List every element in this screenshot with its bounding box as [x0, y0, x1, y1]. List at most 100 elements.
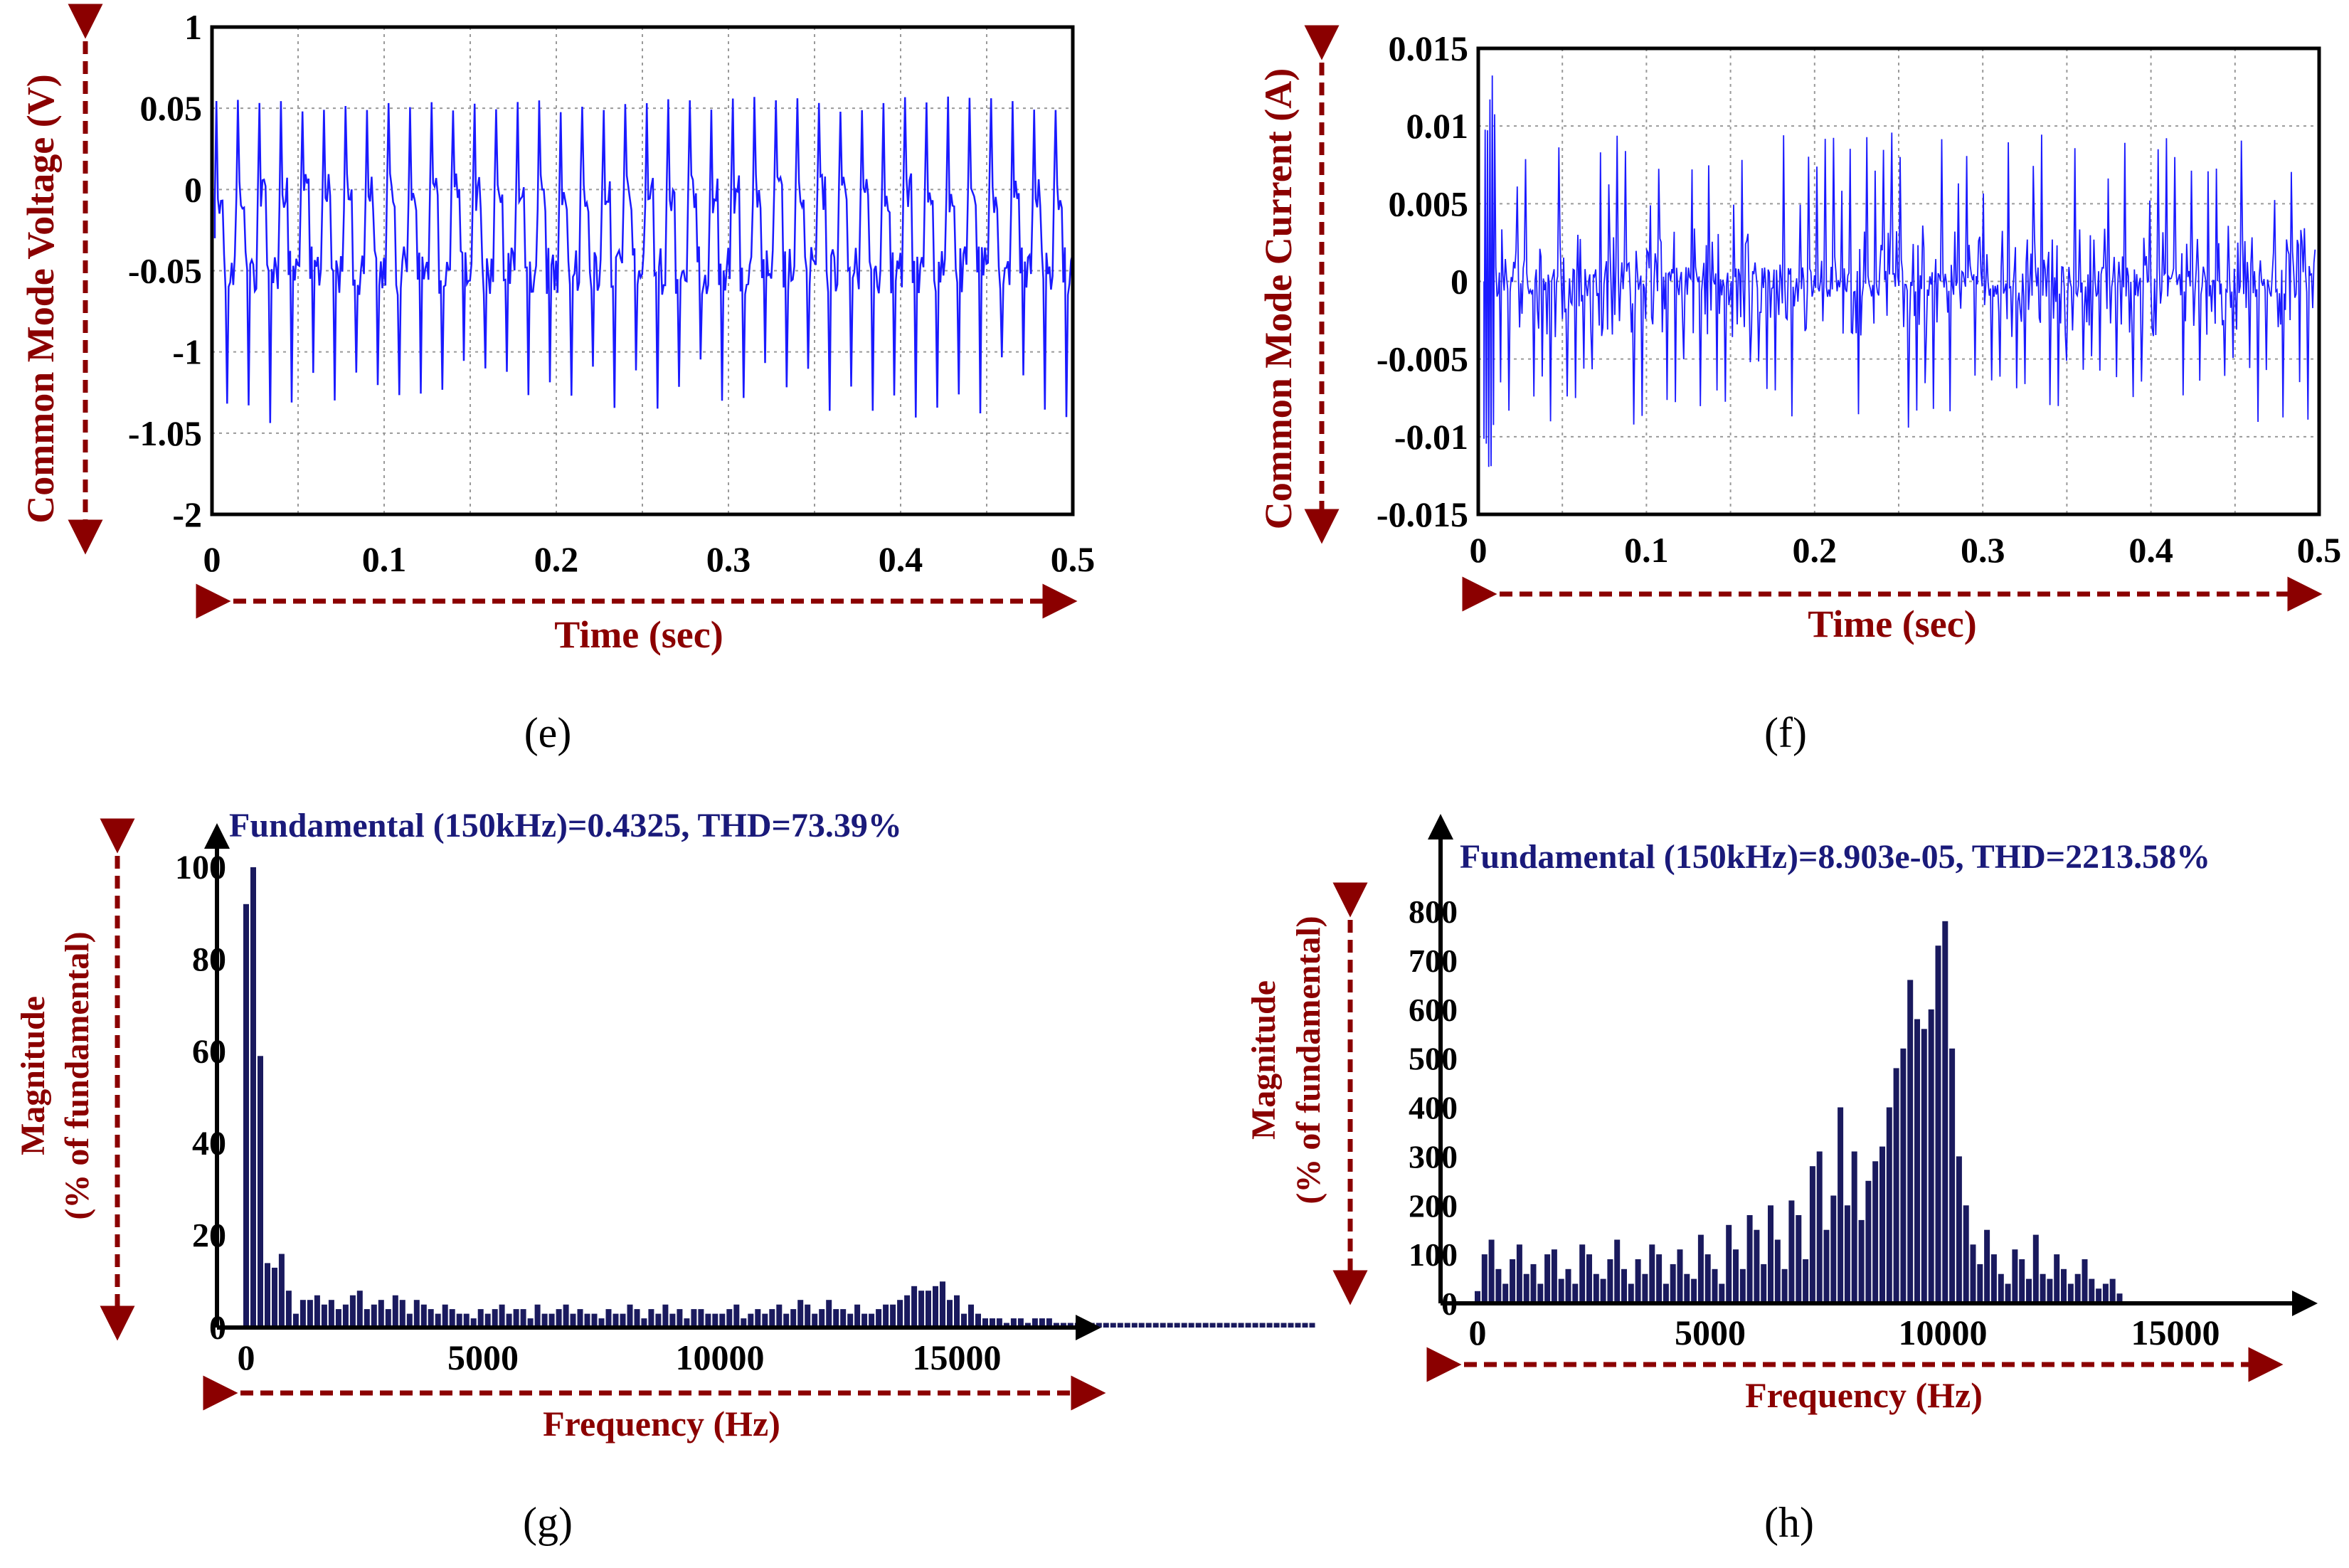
- spectrum-bar: [406, 1313, 413, 1328]
- spectrum-bar: [292, 1313, 299, 1328]
- spectrum-bar: [1635, 1259, 1641, 1303]
- spectrum-bar: [1003, 1323, 1009, 1328]
- spectrum-bar: [435, 1313, 441, 1328]
- spectrum-bar: [1124, 1323, 1130, 1328]
- spectrum-bar: [2040, 1273, 2046, 1303]
- spectrum-bar: [1838, 1107, 1844, 1303]
- spectrum-bar: [861, 1313, 868, 1328]
- spectrum-bar: [1510, 1259, 1516, 1303]
- panel-f: 0.015 0.01 0.005 0 -0.005 -0.01 -0.015 0 0.1 0.2…: [1257, 25, 2342, 756]
- panel-e-signal: [213, 96, 1075, 423]
- spectrum-bar: [1774, 1239, 1781, 1303]
- spectrum-bar: [1288, 1323, 1294, 1328]
- spectrum-bar: [641, 1318, 647, 1328]
- spectrum-bar: [1746, 1215, 1753, 1303]
- spectrum-bar: [996, 1318, 1002, 1328]
- spectrum-bar: [272, 1267, 277, 1328]
- spectrum-bar: [1039, 1318, 1045, 1328]
- y-tick-label: 0.05: [140, 88, 203, 128]
- spectrum-bar: [648, 1309, 654, 1328]
- spectrum-bar: [833, 1309, 839, 1328]
- y-tick-label: 80: [192, 941, 226, 978]
- spectrum-bar: [1781, 1268, 1788, 1303]
- spectrum-bar: [1579, 1244, 1586, 1303]
- spectrum-bar: [1273, 1323, 1280, 1328]
- spectrum-bar: [669, 1313, 676, 1328]
- spectrum-bar: [1160, 1323, 1166, 1328]
- y-tick-label: 0: [209, 1309, 226, 1347]
- panel-h-y-label-line1: Magnitude: [1245, 980, 1283, 1140]
- spectrum-bar: [527, 1318, 534, 1328]
- panel-g-x-ticks: 0 5000 10000 15000: [238, 1337, 1002, 1377]
- spectrum-bar: [413, 1300, 420, 1328]
- spectrum-bar: [1152, 1323, 1159, 1328]
- spectrum-bar: [1844, 1205, 1850, 1304]
- spectrum-bar: [1216, 1323, 1223, 1328]
- x-tick-label: 0: [1470, 530, 1488, 570]
- spectrum-bar: [634, 1309, 640, 1328]
- spectrum-bar: [577, 1309, 583, 1328]
- spectrum-bar: [2054, 1254, 2060, 1303]
- spectrum-bar: [847, 1313, 854, 1328]
- spectrum-bar: [1224, 1323, 1230, 1328]
- spectrum-bar: [869, 1313, 875, 1328]
- spectrum-bar: [1712, 1268, 1718, 1303]
- y-tick-label: -2: [172, 494, 202, 534]
- spectrum-bar: [1761, 1264, 1767, 1303]
- spectrum-bar: [2089, 1278, 2095, 1303]
- y-tick-label: -0.05: [128, 251, 202, 291]
- spectrum-bar: [470, 1318, 477, 1328]
- spectrum-bar: [613, 1313, 619, 1328]
- spectrum-bar: [982, 1318, 988, 1328]
- spectrum-bar: [371, 1304, 377, 1328]
- spectrum-bar: [1495, 1268, 1502, 1303]
- panel-h-x-ticks: 0 5000 10000 15000: [1469, 1313, 2220, 1352]
- spectrum-bar: [1032, 1318, 1038, 1328]
- spectrum-bar: [1719, 1283, 1725, 1303]
- spectrum-bar: [1266, 1323, 1273, 1328]
- spectrum-bar: [1921, 1029, 1927, 1303]
- spectrum-bar: [1649, 1244, 1655, 1303]
- y-tick-label: 500: [1409, 1041, 1458, 1077]
- spectrum-bar: [1145, 1323, 1152, 1328]
- panel-h-annotation: Fundamental (150kHz)=8.903e-05, THD=2213…: [1460, 838, 2210, 876]
- panel-e-plot-frame: [210, 25, 1075, 517]
- spectrum-bar: [1726, 1224, 1732, 1303]
- spectrum-bar: [954, 1295, 960, 1328]
- spectrum-bar: [1475, 1291, 1480, 1303]
- spectrum-bar: [926, 1291, 931, 1328]
- spectrum-bar: [356, 1291, 363, 1328]
- panel-f-y-ticks: 0.015 0.01 0.005 0 -0.005 -0.01 -0.015: [1377, 28, 1468, 534]
- spectrum-bar: [840, 1309, 847, 1328]
- spectrum-bar: [449, 1309, 455, 1328]
- spectrum-bar: [933, 1286, 938, 1328]
- spectrum-bar: [1704, 1254, 1711, 1303]
- spectrum-bar: [1231, 1323, 1237, 1328]
- spectrum-bar: [733, 1304, 740, 1328]
- spectrum-bar: [1060, 1323, 1066, 1328]
- spectrum-bar: [1879, 1146, 1885, 1303]
- y-tick-label: 200: [1409, 1187, 1458, 1224]
- spectrum-bar: [1088, 1323, 1095, 1328]
- spectrum-bar: [1851, 1151, 1857, 1303]
- panel-h-y-label-line2: (% of fundamental): [1290, 916, 1327, 1204]
- y-tick-label: 20: [192, 1217, 226, 1255]
- panel-f-signal: [1483, 75, 2316, 467]
- spectrum-bar: [477, 1309, 484, 1328]
- spectrum-bar: [591, 1313, 598, 1328]
- spectrum-bar: [314, 1295, 320, 1328]
- y-tick-label: 0: [184, 169, 202, 209]
- current-waveform: [1483, 75, 2316, 467]
- spectrum-bar: [556, 1309, 562, 1328]
- spectrum-bar: [2032, 1234, 2039, 1303]
- x-tick-label: 0.4: [2128, 530, 2173, 570]
- spectrum-bar: [1621, 1268, 1627, 1303]
- spectrum-bar: [1017, 1318, 1024, 1328]
- panel-g-y-ticks: 0 20 40 60 80 100: [175, 849, 226, 1347]
- x-tick-label: 0.2: [1793, 530, 1838, 570]
- x-tick-label: 0: [1469, 1313, 1487, 1352]
- spectrum-bar: [328, 1300, 334, 1328]
- spectrum-bar: [1259, 1323, 1266, 1328]
- x-tick-label: 0.5: [2297, 530, 2342, 570]
- spectrum-bar: [1067, 1323, 1073, 1328]
